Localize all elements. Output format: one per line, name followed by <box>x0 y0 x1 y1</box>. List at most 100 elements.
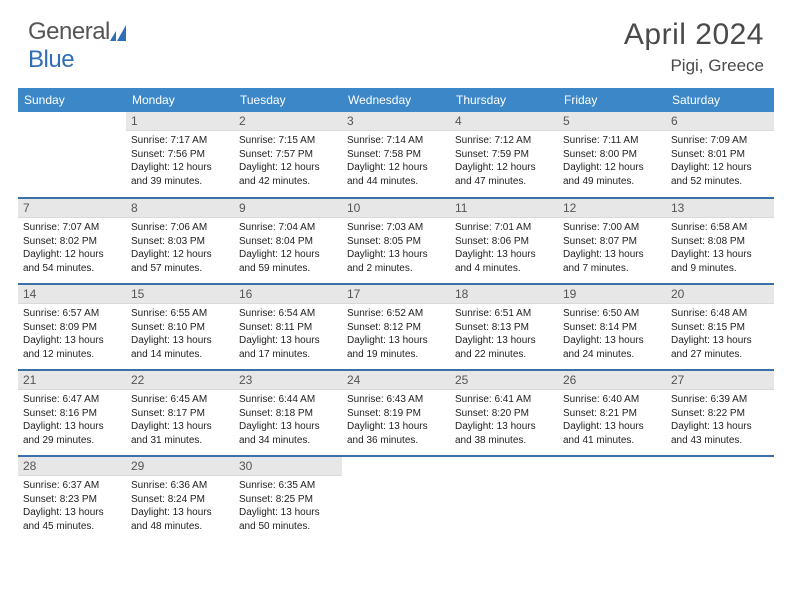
daylight-text: Daylight: 12 hours and 52 minutes. <box>671 161 769 188</box>
calendar-cell: 2Sunrise: 7:15 AMSunset: 7:57 PMDaylight… <box>234 112 342 198</box>
day-number: 19 <box>558 285 666 304</box>
daylight-text: Daylight: 13 hours and 38 minutes. <box>455 420 553 447</box>
sunrise-text: Sunrise: 6:48 AM <box>671 307 769 321</box>
day-number: 29 <box>126 457 234 476</box>
day-number <box>342 457 450 461</box>
day-number <box>450 457 558 461</box>
sunset-text: Sunset: 8:12 PM <box>347 321 445 335</box>
calendar-cell: 24Sunrise: 6:43 AMSunset: 8:19 PMDayligh… <box>342 370 450 456</box>
day-number: 9 <box>234 199 342 218</box>
sunrise-text: Sunrise: 7:11 AM <box>563 134 661 148</box>
calendar-row: 21Sunrise: 6:47 AMSunset: 8:16 PMDayligh… <box>18 370 774 456</box>
weekday-header: Friday <box>558 88 666 112</box>
sunset-text: Sunset: 8:07 PM <box>563 235 661 249</box>
calendar-cell: 21Sunrise: 6:47 AMSunset: 8:16 PMDayligh… <box>18 370 126 456</box>
daylight-text: Daylight: 12 hours and 44 minutes. <box>347 161 445 188</box>
calendar-cell: 15Sunrise: 6:55 AMSunset: 8:10 PMDayligh… <box>126 284 234 370</box>
sunset-text: Sunset: 8:09 PM <box>23 321 121 335</box>
brand-text: GeneralBlue <box>28 18 132 74</box>
daylight-text: Daylight: 13 hours and 41 minutes. <box>563 420 661 447</box>
day-details: Sunrise: 6:50 AMSunset: 8:14 PMDaylight:… <box>558 304 666 365</box>
calendar-cell <box>18 112 126 198</box>
calendar-cell: 9Sunrise: 7:04 AMSunset: 8:04 PMDaylight… <box>234 198 342 284</box>
day-number: 27 <box>666 371 774 390</box>
sunrise-text: Sunrise: 6:45 AM <box>131 393 229 407</box>
day-details: Sunrise: 7:17 AMSunset: 7:56 PMDaylight:… <box>126 131 234 192</box>
daylight-text: Daylight: 13 hours and 36 minutes. <box>347 420 445 447</box>
calendar-cell: 30Sunrise: 6:35 AMSunset: 8:25 PMDayligh… <box>234 456 342 542</box>
calendar-cell: 1Sunrise: 7:17 AMSunset: 7:56 PMDaylight… <box>126 112 234 198</box>
day-details: Sunrise: 7:00 AMSunset: 8:07 PMDaylight:… <box>558 218 666 279</box>
weekday-header: Wednesday <box>342 88 450 112</box>
sunrise-text: Sunrise: 7:00 AM <box>563 221 661 235</box>
day-details: Sunrise: 7:07 AMSunset: 8:02 PMDaylight:… <box>18 218 126 279</box>
daylight-text: Daylight: 13 hours and 17 minutes. <box>239 334 337 361</box>
day-number: 26 <box>558 371 666 390</box>
calendar-cell <box>666 456 774 542</box>
sunrise-text: Sunrise: 6:57 AM <box>23 307 121 321</box>
daylight-text: Daylight: 12 hours and 39 minutes. <box>131 161 229 188</box>
calendar-cell: 13Sunrise: 6:58 AMSunset: 8:08 PMDayligh… <box>666 198 774 284</box>
calendar-cell: 26 Sunrise: 6:40 AMSunset: 8:21 PMDayligh… <box>558 370 666 456</box>
day-details: Sunrise: 6:41 AMSunset: 8:20 PMDaylight:… <box>450 390 558 451</box>
sunset-text: Sunset: 8:21 PM <box>563 407 661 421</box>
calendar-cell: 12Sunrise: 7:00 AMSunset: 8:07 PMDayligh… <box>558 198 666 284</box>
calendar-cell: 25Sunrise: 6:41 AMSunset: 8:20 PMDayligh… <box>450 370 558 456</box>
daylight-text: Daylight: 13 hours and 9 minutes. <box>671 248 769 275</box>
day-details: Sunrise: 6:54 AMSunset: 8:11 PMDaylight:… <box>234 304 342 365</box>
sunset-text: Sunset: 8:03 PM <box>131 235 229 249</box>
sunset-text: Sunset: 7:59 PM <box>455 148 553 162</box>
day-details: Sunrise: 6:57 AMSunset: 8:09 PMDaylight:… <box>18 304 126 365</box>
daylight-text: Daylight: 13 hours and 31 minutes. <box>131 420 229 447</box>
day-number: 10 <box>342 199 450 218</box>
day-details: Sunrise: 6:48 AMSunset: 8:15 PMDaylight:… <box>666 304 774 365</box>
calendar-cell <box>450 456 558 542</box>
day-details: Sunrise: 6:55 AMSunset: 8:10 PMDaylight:… <box>126 304 234 365</box>
day-number: 4 <box>450 112 558 131</box>
day-number: 20 <box>666 285 774 304</box>
sunset-text: Sunset: 8:14 PM <box>563 321 661 335</box>
sunset-text: Sunset: 8:18 PM <box>239 407 337 421</box>
daylight-text: Daylight: 12 hours and 49 minutes. <box>563 161 661 188</box>
day-details: Sunrise: 6:36 AMSunset: 8:24 PMDaylight:… <box>126 476 234 537</box>
weekday-header: Monday <box>126 88 234 112</box>
calendar-cell: 22Sunrise: 6:45 AMSunset: 8:17 PMDayligh… <box>126 370 234 456</box>
calendar-cell: 18Sunrise: 6:51 AMSunset: 8:13 PMDayligh… <box>450 284 558 370</box>
sunrise-text: Sunrise: 7:15 AM <box>239 134 337 148</box>
calendar-cell: 27Sunrise: 6:39 AMSunset: 8:22 PMDayligh… <box>666 370 774 456</box>
sunrise-text: Sunrise: 6:40 AM <box>563 393 661 407</box>
day-number: 11 <box>450 199 558 218</box>
sunrise-text: Sunrise: 7:17 AM <box>131 134 229 148</box>
day-details: Sunrise: 7:06 AMSunset: 8:03 PMDaylight:… <box>126 218 234 279</box>
sunrise-text: Sunrise: 6:35 AM <box>239 479 337 493</box>
day-number: 8 <box>126 199 234 218</box>
calendar-cell: 5Sunrise: 7:11 AMSunset: 8:00 PMDaylight… <box>558 112 666 198</box>
weekday-header-row: Sunday Monday Tuesday Wednesday Thursday… <box>18 88 774 112</box>
calendar-cell: 8Sunrise: 7:06 AMSunset: 8:03 PMDaylight… <box>126 198 234 284</box>
day-number: 30 <box>234 457 342 476</box>
calendar-cell: 17Sunrise: 6:52 AMSunset: 8:12 PMDayligh… <box>342 284 450 370</box>
day-details: Sunrise: 6:35 AMSunset: 8:25 PMDaylight:… <box>234 476 342 537</box>
calendar-row: 14Sunrise: 6:57 AMSunset: 8:09 PMDayligh… <box>18 284 774 370</box>
day-details: Sunrise: 6:52 AMSunset: 8:12 PMDaylight:… <box>342 304 450 365</box>
calendar-cell: 29Sunrise: 6:36 AMSunset: 8:24 PMDayligh… <box>126 456 234 542</box>
day-number <box>558 457 666 461</box>
location-label: Pigi, Greece <box>624 56 764 76</box>
header: GeneralBlue April 2024 Pigi, Greece <box>0 0 792 82</box>
sunset-text: Sunset: 8:25 PM <box>239 493 337 507</box>
sunset-text: Sunset: 7:57 PM <box>239 148 337 162</box>
daylight-text: Daylight: 12 hours and 42 minutes. <box>239 161 337 188</box>
weekday-header: Tuesday <box>234 88 342 112</box>
sunrise-text: Sunrise: 6:55 AM <box>131 307 229 321</box>
sunrise-text: Sunrise: 6:51 AM <box>455 307 553 321</box>
sunrise-text: Sunrise: 7:09 AM <box>671 134 769 148</box>
calendar-row: 1Sunrise: 7:17 AMSunset: 7:56 PMDaylight… <box>18 112 774 198</box>
calendar-cell: 23Sunrise: 6:44 AMSunset: 8:18 PMDayligh… <box>234 370 342 456</box>
day-details: Sunrise: 6:37 AMSunset: 8:23 PMDaylight:… <box>18 476 126 537</box>
brand-blue: Blue <box>28 46 74 73</box>
day-number: 5 <box>558 112 666 131</box>
day-details: Sunrise: 7:14 AMSunset: 7:58 PMDaylight:… <box>342 131 450 192</box>
sunset-text: Sunset: 8:01 PM <box>671 148 769 162</box>
daylight-text: Daylight: 12 hours and 54 minutes. <box>23 248 121 275</box>
daylight-text: Daylight: 12 hours and 57 minutes. <box>131 248 229 275</box>
